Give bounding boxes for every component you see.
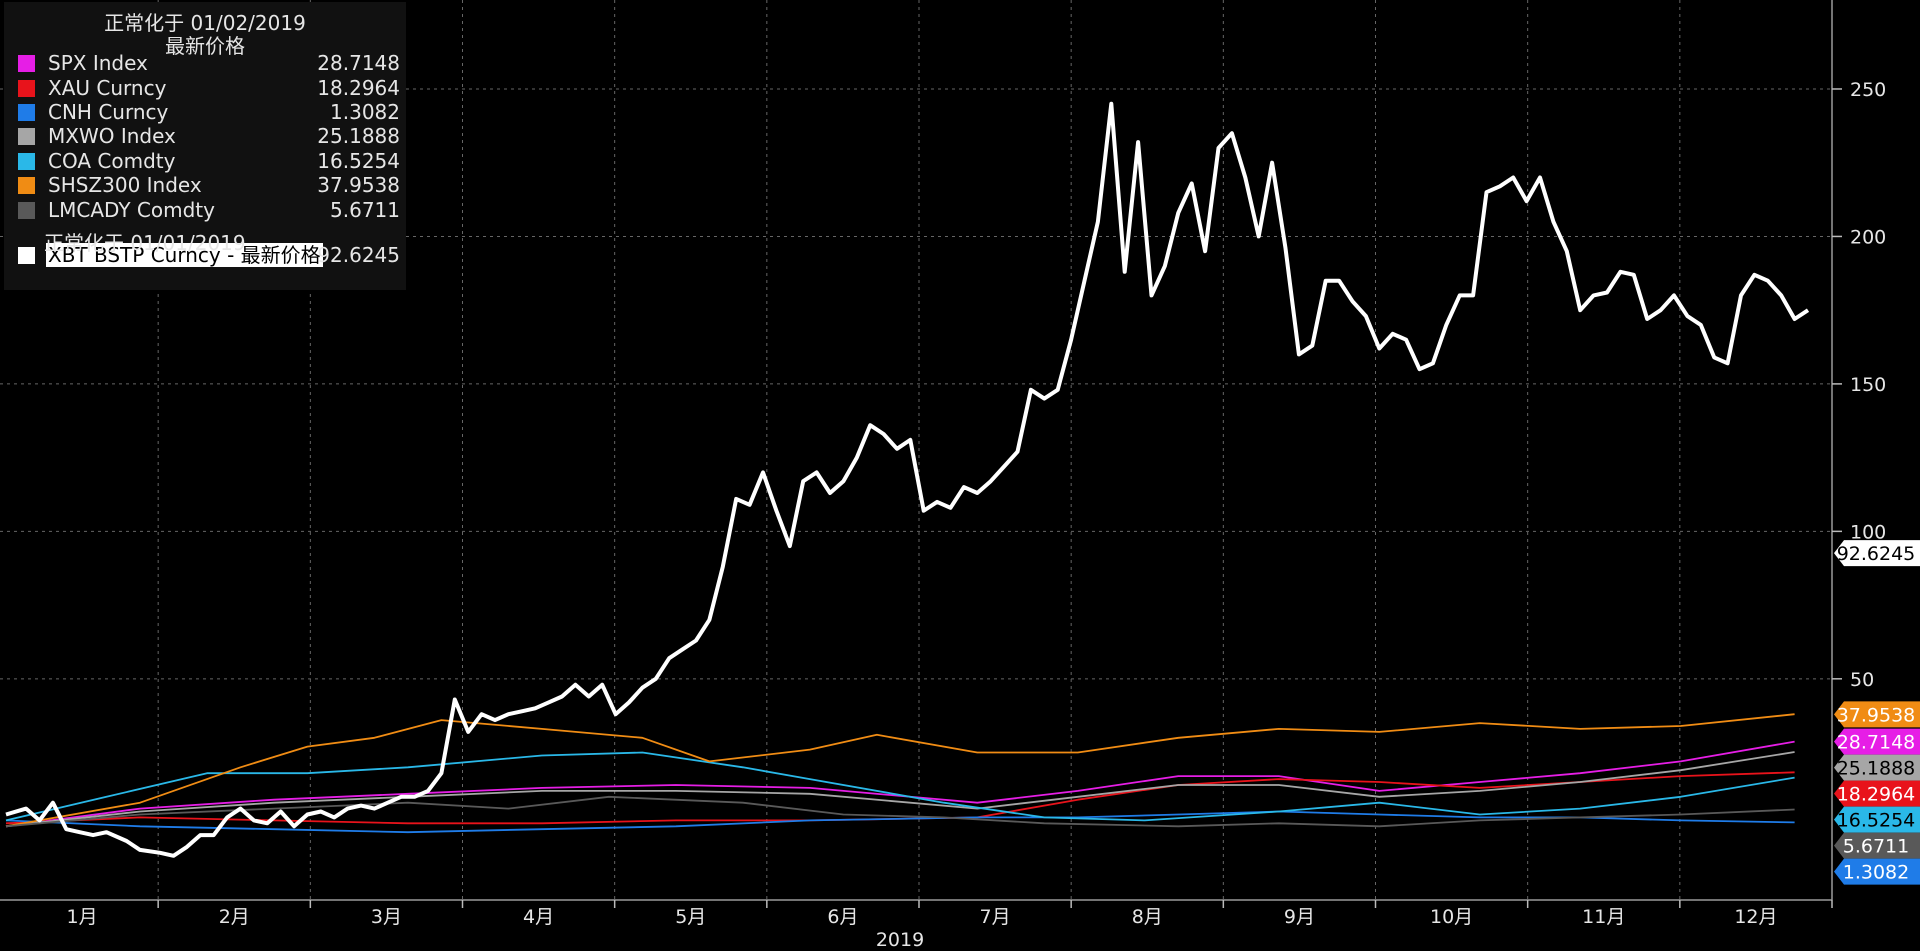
- legend-item: SPX Index 28.7148: [14, 51, 400, 75]
- legend-series-name: XAU Curncy: [48, 76, 167, 100]
- x-tick-label: 9月: [1284, 906, 1315, 928]
- tag-value: 5.6711: [1843, 836, 1909, 858]
- legend-header-normalized: 正常化于 01/02/2019: [104, 11, 306, 35]
- tag-shape: [1834, 540, 1920, 567]
- legend-series-value: 28.7148: [317, 51, 400, 75]
- tag-value: 37.9538: [1837, 704, 1916, 726]
- tag-shape: [1834, 858, 1920, 885]
- legend-series-value: 18.2964: [317, 76, 400, 100]
- legend-item: CNH Curncy 1.3082: [14, 100, 400, 124]
- tag-shape: [1834, 728, 1920, 755]
- tag-shape: [1834, 806, 1920, 833]
- legend-sub-normalized: 正常化于 01/01/2019: [44, 231, 246, 255]
- y-tick-label: 100: [1850, 521, 1886, 543]
- y-axis: 50 100 150 200 250: [1831, 0, 1886, 900]
- tag-value: 16.5254: [1837, 810, 1916, 832]
- tag-shape: [1834, 754, 1920, 781]
- x-tick-label: 5月: [675, 906, 706, 928]
- x-tick-label: 8月: [1132, 906, 1163, 928]
- tag-shape: [1834, 701, 1920, 728]
- last-value-tag: 37.9538: [1834, 701, 1920, 728]
- last-value-tag: 1.3082: [1834, 858, 1920, 885]
- x-tick-label: 12月: [1734, 906, 1777, 928]
- last-value-tag: 18.2964: [1834, 780, 1920, 807]
- legend-series-name: SHSZ300 Index: [48, 173, 202, 197]
- legend-header-price: 最新价格: [165, 34, 245, 58]
- last-value-tag: 5.6711: [1834, 832, 1920, 859]
- y-tick-label: 200: [1850, 226, 1886, 248]
- grid-lines: [0, 0, 1832, 900]
- series-line: [5, 771, 1795, 825]
- series-line: [5, 101, 1810, 858]
- legend-swatch: [18, 55, 35, 72]
- legend-item: COA Comdty 16.5254: [14, 149, 400, 173]
- x-axis-title: 2019: [876, 929, 924, 951]
- x-axis: 1月 2月 3月 4月 5月 6月 7月 8月 9月 10月 11月 12月 2019: [0, 899, 1833, 951]
- x-tick-label: 2月: [219, 906, 250, 928]
- legend-item: MXWO Index 25.1888: [14, 124, 400, 148]
- x-tick-label: 1月: [67, 906, 98, 928]
- legend-series-name: LMCADY Comdty: [48, 198, 215, 222]
- series-line: [5, 713, 1795, 828]
- legend-swatch: [18, 202, 35, 219]
- legend-series-name: CNH Curncy: [48, 100, 169, 124]
- x-tick-label: 4月: [523, 906, 554, 928]
- last-value-tag: 16.5254: [1834, 806, 1920, 833]
- series-line: [5, 740, 1795, 828]
- tag-value: 1.3082: [1843, 862, 1909, 884]
- legend: 正常化于 01/02/2019 最新价格 SPX Index 28.7148 XAU…: [4, 2, 406, 290]
- tag-value: 18.2964: [1837, 784, 1916, 806]
- last-value-tag: 28.7148: [1834, 728, 1920, 755]
- legend-swatch: [18, 80, 35, 97]
- legend-swatch: [18, 104, 35, 121]
- legend-series-value: 16.5254: [317, 149, 400, 173]
- legend-series-value: 25.1888: [317, 124, 400, 148]
- series-layer: [5, 101, 1810, 858]
- x-tick-label: 10月: [1430, 906, 1473, 928]
- series-line: [5, 810, 1795, 834]
- y-tick-label: 50: [1850, 669, 1874, 691]
- legend-series-name: MXWO Index: [48, 124, 176, 148]
- last-value-tag: 92.6245: [1834, 540, 1920, 567]
- tag-value: 28.7148: [1837, 732, 1916, 754]
- legend-series-value: 5.6711: [330, 198, 400, 222]
- tag-shape: [1834, 780, 1920, 807]
- last-value-tag: 25.1888: [1834, 754, 1920, 781]
- x-tick-label: 11月: [1582, 906, 1625, 928]
- legend-swatch: [18, 128, 35, 145]
- x-tick-label: 6月: [827, 906, 858, 928]
- tag-shape: [1834, 832, 1920, 859]
- legend-swatch: [18, 153, 35, 170]
- legend-swatch: [18, 247, 35, 264]
- legend-item: LMCADY Comdty 5.6711: [14, 198, 400, 222]
- legend-series-name: XBT BSTP Curncy - 最新价格: [46, 243, 323, 267]
- legend-series-name: SPX Index: [48, 51, 148, 75]
- legend-item: XBT BSTP Curncy - 最新价格 92.6245: [14, 243, 400, 267]
- x-tick-label: 3月: [371, 906, 402, 928]
- series-line: [5, 751, 1795, 822]
- y-tick-label: 150: [1850, 374, 1886, 396]
- series-line: [5, 751, 1795, 828]
- legend-series-value: 92.6245: [317, 243, 400, 267]
- legend-series-value: 37.9538: [317, 173, 400, 197]
- x-tick-label: 7月: [980, 906, 1011, 928]
- legend-series-name: COA Comdty: [48, 149, 176, 173]
- tag-value: 92.6245: [1837, 543, 1916, 565]
- legend-item: SHSZ300 Index 37.9538: [14, 173, 400, 197]
- legend-series-value: 1.3082: [330, 100, 400, 124]
- last-value-tags: 92.6245 37.9538 28.7148 25.1888 18.2964 16.52…: [1834, 540, 1920, 885]
- y-tick-label: 250: [1850, 79, 1886, 101]
- legend-item: XAU Curncy 18.2964: [14, 76, 400, 100]
- tag-value: 25.1888: [1837, 758, 1916, 780]
- legend-swatch: [18, 177, 35, 194]
